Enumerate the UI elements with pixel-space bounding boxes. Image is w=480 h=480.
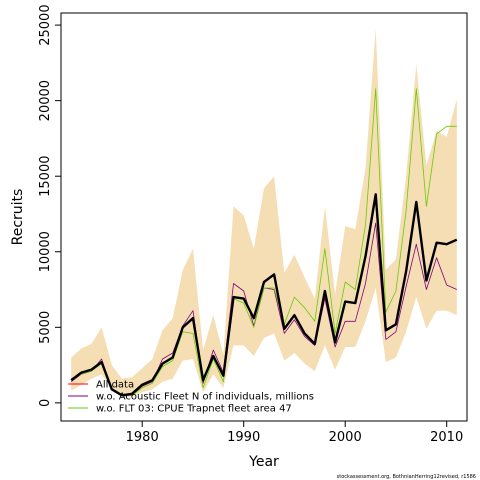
- series-line-2: [71, 88, 457, 396]
- plot-frame: [60, 12, 468, 422]
- series-layer: [70, 88, 458, 397]
- x-tick-label: 2010: [430, 430, 463, 445]
- series-line-0: [70, 193, 458, 397]
- confidence-band: [71, 28, 457, 397]
- x-tick-label: 2000: [329, 430, 362, 445]
- x-tick-label: 1990: [227, 430, 260, 445]
- y-tick-label: 10000: [38, 231, 53, 272]
- axes-layer: 1980 1990 2000 2010 0 5000 10000 15000 20000 2500…: [38, 4, 463, 445]
- x-axis-label: Year: [248, 454, 279, 470]
- legend-label-2: w.o. FLT 03: CPUE Trapnet fleet area 47: [96, 404, 292, 415]
- legend-label-1: w.o. Acoustic Fleet N of individuals, mi…: [96, 392, 314, 403]
- y-tick-label: 20000: [38, 80, 53, 121]
- confidence-band-layer: [71, 28, 457, 397]
- legend-label-0: All data: [96, 380, 134, 391]
- x-tick-label: 1980: [126, 430, 159, 445]
- y-tick-label: 5000: [38, 311, 53, 344]
- y-tick-label: 15000: [38, 156, 53, 197]
- y-tick-label: 25000: [38, 4, 53, 45]
- y-axis-label: Recruits: [10, 189, 26, 246]
- y-tick-label: 0: [38, 399, 53, 407]
- credit-text: stockassessment.org, BothnianHerring12re…: [337, 474, 476, 480]
